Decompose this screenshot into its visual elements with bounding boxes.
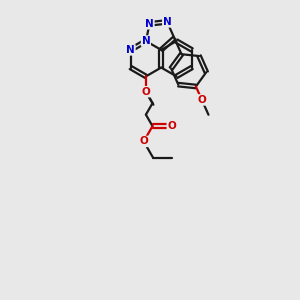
Text: O: O: [142, 87, 150, 97]
Text: N: N: [142, 36, 150, 46]
Text: N: N: [126, 45, 135, 55]
Text: N: N: [163, 17, 172, 27]
Text: O: O: [139, 136, 148, 146]
Text: N: N: [145, 19, 154, 29]
Text: O: O: [197, 95, 206, 105]
Text: O: O: [167, 121, 176, 131]
